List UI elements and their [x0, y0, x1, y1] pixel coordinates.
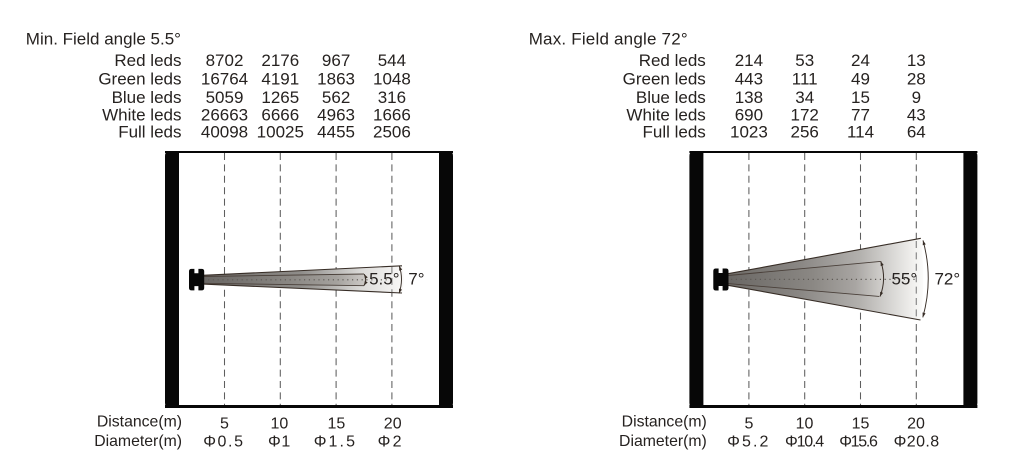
svg-text:111: 111 — [792, 70, 818, 89]
svg-text:Green leds: Green leds — [98, 70, 181, 89]
svg-text:5059: 5059 — [206, 88, 244, 107]
svg-text:Φ1.5: Φ1.5 — [314, 433, 357, 450]
svg-text:Φ2: Φ2 — [378, 433, 404, 450]
svg-text:White leds: White leds — [626, 106, 705, 125]
svg-text:443: 443 — [735, 70, 763, 89]
svg-text:1265: 1265 — [261, 88, 299, 107]
svg-text:43: 43 — [907, 106, 926, 125]
svg-text:6666: 6666 — [261, 106, 299, 125]
svg-text:5.5°: 5.5° — [369, 269, 399, 288]
svg-text:55°: 55° — [891, 269, 917, 288]
svg-text:544: 544 — [378, 51, 406, 70]
svg-text:690: 690 — [735, 106, 763, 125]
svg-text:7°: 7° — [408, 269, 424, 288]
svg-text:Green leds: Green leds — [623, 70, 706, 89]
svg-text:40098: 40098 — [201, 123, 248, 142]
svg-text:138: 138 — [735, 88, 763, 107]
svg-text:Distance(m): Distance(m) — [622, 413, 707, 430]
svg-text:15: 15 — [851, 88, 870, 107]
svg-text:1863: 1863 — [317, 70, 355, 89]
svg-text:5: 5 — [745, 415, 754, 432]
svg-text:Diameter(m): Diameter(m) — [94, 433, 182, 450]
svg-text:20: 20 — [384, 415, 402, 432]
svg-text:Φ5.2: Φ5.2 — [727, 433, 770, 450]
svg-text:53: 53 — [795, 51, 814, 70]
svg-text:13: 13 — [907, 51, 926, 70]
svg-text:10025: 10025 — [257, 123, 304, 142]
svg-text:64: 64 — [907, 123, 926, 142]
svg-text:Max. Field angle 72°: Max. Field angle 72° — [529, 30, 688, 49]
svg-text:Full leds: Full leds — [118, 123, 181, 142]
svg-text:214: 214 — [735, 51, 763, 70]
svg-text:4455: 4455 — [317, 123, 355, 142]
svg-text:16764: 16764 — [201, 70, 248, 89]
svg-text:15: 15 — [852, 415, 870, 432]
svg-text:Φ1: Φ1 — [268, 433, 291, 450]
svg-text:4191: 4191 — [261, 70, 299, 89]
svg-text:15: 15 — [328, 415, 346, 432]
svg-text:White leds: White leds — [102, 106, 181, 125]
svg-text:4963: 4963 — [317, 106, 355, 125]
svg-text:34: 34 — [795, 88, 814, 107]
svg-text:Distance(m): Distance(m) — [97, 413, 182, 430]
svg-text:316: 316 — [378, 88, 406, 107]
svg-text:Red leds: Red leds — [639, 51, 706, 70]
svg-text:1048: 1048 — [373, 70, 411, 89]
svg-text:114: 114 — [847, 123, 874, 142]
svg-text:562: 562 — [322, 88, 350, 107]
svg-text:1023: 1023 — [730, 123, 768, 142]
svg-text:72°: 72° — [934, 269, 960, 288]
svg-text:Blue leds: Blue leds — [112, 88, 182, 107]
svg-text:172: 172 — [791, 106, 819, 125]
svg-text:49: 49 — [851, 70, 870, 89]
svg-text:Red leds: Red leds — [114, 51, 181, 70]
svg-text:967: 967 — [322, 51, 350, 70]
svg-text:Φ20.8: Φ20.8 — [894, 433, 940, 450]
svg-text:9: 9 — [912, 88, 921, 107]
svg-text:Min. Field angle 5.5°: Min. Field angle 5.5° — [26, 30, 181, 49]
svg-text:2506: 2506 — [373, 123, 411, 142]
svg-text:8702: 8702 — [206, 51, 244, 70]
svg-text:10: 10 — [271, 415, 289, 432]
svg-text:2176: 2176 — [261, 51, 299, 70]
svg-text:256: 256 — [791, 123, 819, 142]
svg-text:Blue leds: Blue leds — [636, 88, 706, 107]
svg-text:5: 5 — [220, 415, 229, 432]
svg-text:1666: 1666 — [373, 106, 411, 125]
svg-text:10: 10 — [796, 415, 814, 432]
svg-text:Diameter(m): Diameter(m) — [619, 433, 707, 450]
svg-text:Φ10.4: Φ10.4 — [785, 433, 824, 450]
svg-text:24: 24 — [851, 51, 870, 70]
svg-text:Φ15.6: Φ15.6 — [839, 433, 878, 450]
svg-text:77: 77 — [851, 106, 870, 125]
svg-text:Full leds: Full leds — [642, 123, 705, 142]
svg-text:28: 28 — [907, 70, 926, 89]
svg-text:26663: 26663 — [201, 106, 248, 125]
svg-text:Φ0.5: Φ0.5 — [203, 433, 244, 450]
svg-text:20: 20 — [907, 415, 925, 432]
